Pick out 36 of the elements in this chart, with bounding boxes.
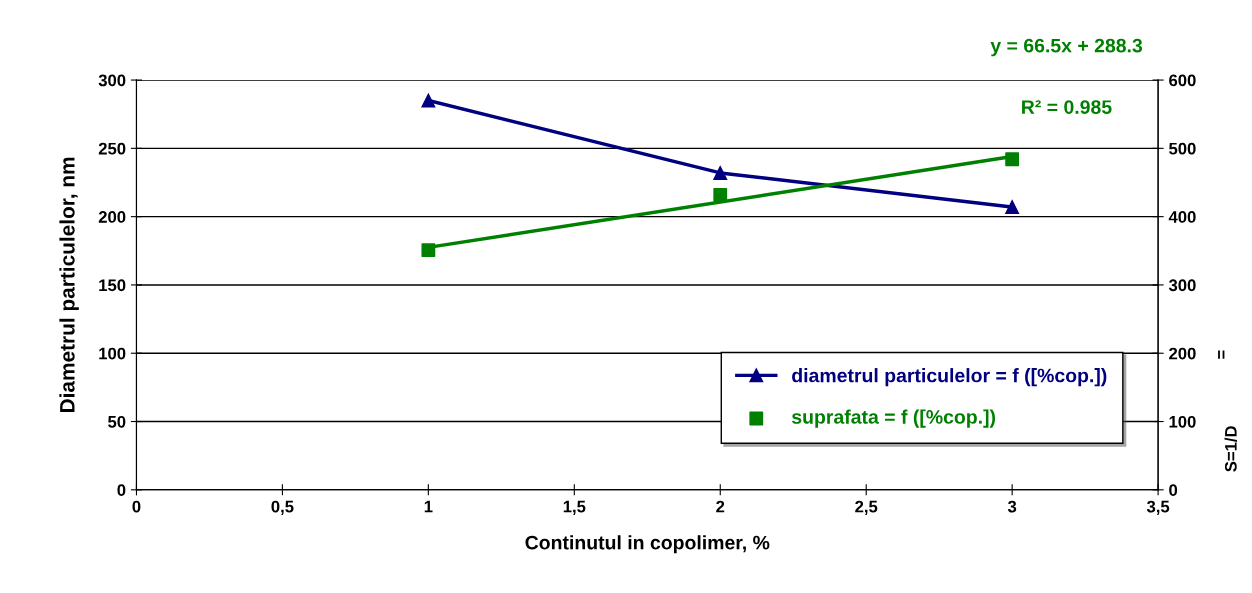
legend-label: suprafata = f ([%cop.]) [791, 409, 996, 428]
y2-tick-label: 100 [1169, 415, 1196, 428]
x-axis-title: Continutul in copolimer, % [525, 535, 770, 554]
x-tick-label: 2,5 [855, 500, 878, 515]
y2-tick-label: 400 [1168, 211, 1196, 223]
x-tick-label: 0 [132, 500, 141, 513]
x-tick-label: 0,5 [271, 500, 294, 515]
x-tick-label: 3,5 [1146, 500, 1170, 515]
y2-tick-label: 0 [1169, 484, 1178, 497]
annotation: R² = 0.985 [1022, 100, 1112, 114]
text: = [1218, 350, 1225, 359]
x-tick-label: 1 [424, 500, 433, 513]
point [1005, 152, 1020, 167]
y-tick-label: 50 [108, 415, 126, 428]
y-tick-label: 150 [99, 279, 126, 292]
y-tick-label: 300 [98, 74, 126, 87]
y-tick-label: 200 [98, 211, 126, 223]
y-axis-title: Diametrul particulelor, nm [59, 157, 79, 413]
y2-axis-title: S=1/D [1224, 426, 1237, 472]
point [421, 93, 436, 108]
x-tick-label: 2 [716, 500, 725, 513]
x-tick-label: 3 [1007, 500, 1017, 513]
text: y = 66.5x + 288.3 [990, 38, 1143, 57]
point [1005, 200, 1020, 215]
y2-tick-label: 500 [1169, 142, 1196, 155]
point [421, 243, 436, 258]
x-tick-label: 1,5 [563, 500, 586, 515]
y2-tick-label: 600 [1169, 74, 1196, 87]
y-tick-label: 250 [98, 142, 126, 155]
point [713, 187, 728, 202]
y2-tick-label: 300 [1168, 279, 1196, 292]
point [713, 165, 728, 180]
y-tick-label: 100 [99, 347, 126, 360]
y-tick-label: 0 [117, 484, 126, 497]
y2-tick-label: 200 [1169, 347, 1196, 360]
legend-label: diametrul particulelor = f ([%cop.]) [792, 368, 1107, 387]
